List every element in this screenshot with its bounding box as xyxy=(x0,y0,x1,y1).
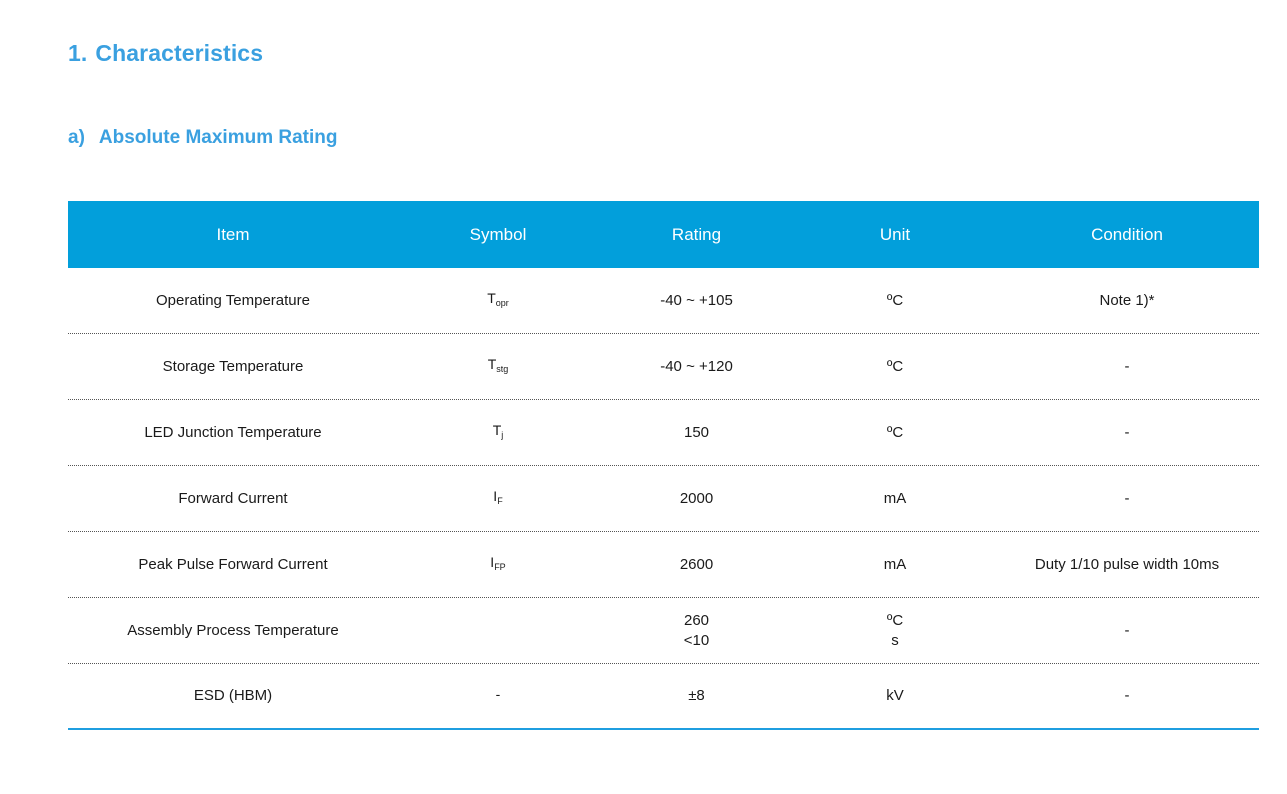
cell-condition: - xyxy=(1124,489,1130,507)
symbol-main: T xyxy=(492,422,502,438)
header-item: Item xyxy=(216,224,250,244)
unit-value: ºC xyxy=(886,423,904,441)
cell-condition: - xyxy=(1124,621,1130,639)
cell-unit: ºC xyxy=(795,291,995,311)
cell-unit: mA xyxy=(795,555,995,575)
symbol-subscript: opr xyxy=(495,298,509,308)
cell-item: ESD (HBM) xyxy=(193,687,273,704)
absolute-maximum-rating-table: Item Symbol Rating Unit Condition Operat… xyxy=(68,201,1259,730)
cell-symbol: Tstg xyxy=(398,354,598,379)
cell-unit: ºC s xyxy=(795,611,995,651)
table-row: Storage Temperature Tstg -40 ~ +120 ºC - xyxy=(68,334,1259,400)
symbol-main: - xyxy=(495,685,501,702)
table-row: Operating Temperature Topr -40 ~ +105 ºC Not… xyxy=(68,268,1259,334)
cell-item: LED Junction Temperature xyxy=(144,423,322,441)
unit-value: mA xyxy=(883,555,907,573)
cell-item: Storage Temperature xyxy=(162,357,304,375)
symbol-main: I xyxy=(493,488,498,504)
cell-unit: ºC xyxy=(795,423,995,443)
rating-value: -40 ~ +120 xyxy=(660,357,733,375)
unit-value: ºC xyxy=(886,611,904,629)
table-header: Item Symbol Rating Unit Condition xyxy=(68,201,1259,268)
subsection-title: Absolute Maximum Rating xyxy=(98,127,338,148)
subsection-number: a) xyxy=(68,127,85,148)
cell-rating: -40 ~ +120 xyxy=(598,357,795,377)
cell-rating: -40 ~ +105 xyxy=(598,291,795,311)
cell-condition: - xyxy=(1124,687,1130,704)
cell-condition: Note 1)* xyxy=(1099,291,1155,309)
cell-rating: 150 xyxy=(598,423,795,443)
rating-value: ±8 xyxy=(688,687,705,704)
section-title: Characteristics xyxy=(95,40,264,66)
rating-value: 260 xyxy=(683,611,710,629)
symbol-subscript: j xyxy=(501,430,504,440)
symbol-subscript: FP xyxy=(494,562,506,572)
header-rating: Rating xyxy=(671,224,722,244)
rating-value: -40 ~ +105 xyxy=(660,291,733,309)
cell-unit: kV xyxy=(795,686,995,706)
symbol-subscript: F xyxy=(497,496,503,506)
table-row: Forward Current IF 2000 mA - xyxy=(68,466,1259,532)
rating-value: 2600 xyxy=(679,555,714,573)
cell-unit: mA xyxy=(795,489,995,509)
cell-item: Operating Temperature xyxy=(156,291,310,309)
table-row: LED Junction Temperature Tj 150 ºC - xyxy=(68,400,1259,466)
cell-rating: 260 <10 xyxy=(598,611,795,651)
table-row: ESD (HBM) - ±8 kV - xyxy=(68,664,1259,730)
cell-rating: 2000 xyxy=(598,489,795,509)
table-row: Peak Pulse Forward Current IFP 2600 mA Duty … xyxy=(68,532,1259,598)
cell-symbol: IFP xyxy=(398,552,598,577)
cell-item: Peak Pulse Forward Current xyxy=(138,555,328,573)
section-heading: 1. Characteristics xyxy=(68,40,263,67)
cell-condition: - xyxy=(1124,423,1130,441)
table-row: Assembly Process Temperature 260 <10 ºC s - xyxy=(68,598,1259,664)
cell-item: Forward Current xyxy=(178,489,288,507)
cell-unit: ºC xyxy=(795,357,995,377)
rating-value: 150 xyxy=(683,423,710,441)
unit-value: ºC xyxy=(886,357,904,375)
header-unit: Unit xyxy=(879,224,911,244)
symbol-subscript: stg xyxy=(496,364,509,374)
symbol-main: T xyxy=(487,290,496,306)
symbol-main: T xyxy=(487,356,497,372)
header-symbol: Symbol xyxy=(469,224,527,244)
cell-symbol: IF xyxy=(398,486,598,511)
table-body: Operating Temperature Topr -40 ~ +105 ºC Not… xyxy=(68,268,1259,730)
cell-condition: - xyxy=(1124,357,1130,375)
section-number: 1. xyxy=(68,40,88,66)
cell-symbol: Tj xyxy=(398,420,598,445)
unit-value: kV xyxy=(886,687,904,704)
cell-symbol: Topr xyxy=(398,288,598,313)
cell-rating: ±8 xyxy=(598,686,795,706)
unit-value: s xyxy=(891,631,899,649)
cell-item: Assembly Process Temperature xyxy=(127,621,339,639)
symbol-main: I xyxy=(490,554,495,570)
cell-condition: Duty 1/10 pulse width 10ms xyxy=(1034,555,1220,573)
cell-symbol: - xyxy=(398,684,598,709)
rating-value: 2000 xyxy=(679,489,714,507)
subsection-heading: a) Absolute Maximum Rating xyxy=(68,127,337,149)
header-condition: Condition xyxy=(1091,224,1163,244)
unit-value: ºC xyxy=(886,291,904,309)
rating-value: <10 xyxy=(683,631,710,649)
unit-value: mA xyxy=(883,489,907,507)
cell-rating: 2600 xyxy=(598,555,795,575)
